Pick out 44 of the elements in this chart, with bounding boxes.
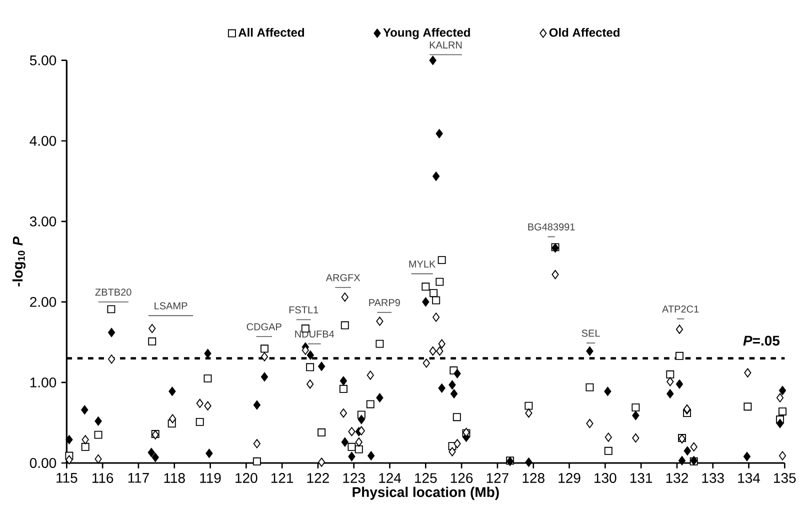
x-tick-label: 120 [236, 473, 258, 483]
x-tick-label: 130 [594, 473, 616, 483]
legend-label: Young Affected [383, 28, 470, 40]
x-axis-title: Physical location (Mb) [352, 486, 499, 500]
x-tick-label: 129 [558, 473, 580, 483]
x-tick-label: 128 [522, 473, 544, 483]
x-tick-label: 135 [774, 473, 796, 483]
annotation: ARGFX [326, 274, 360, 282]
x-tick-label: 119 [200, 473, 221, 483]
x-tick-label: 134 [738, 473, 760, 483]
legend-label: All Affected [238, 28, 304, 37]
y-tick-label: 4.00 [30, 136, 56, 146]
annotation: BG483991 [528, 223, 575, 230]
annotation: SEL [582, 330, 600, 337]
y-tick-label: 2.00 [30, 296, 56, 307]
x-tick-label: 126 [450, 473, 473, 483]
x-tick-label: 118 [164, 473, 185, 483]
x-tick-label: 117 [128, 473, 149, 483]
x-tick-label: 116 [92, 473, 114, 483]
annotation: FSTL1 [289, 306, 318, 314]
y-tick-label: 0.00 [30, 458, 56, 468]
annotation: ATP2C1 [662, 306, 699, 313]
x-tick-label: 123 [343, 473, 365, 483]
annotation: ZBTB20 [95, 288, 132, 296]
y-axis-title: -log$_{10}$ P [12, 236, 26, 286]
y-tick-label: 3.00 [30, 216, 56, 226]
x-tick-label: 127 [486, 473, 508, 483]
ref-line-label: P=.05 [743, 336, 780, 346]
x-tick-label: 124 [379, 473, 402, 483]
annotation: LSAMP [154, 302, 188, 310]
annotation: PARP9 [369, 299, 400, 306]
x-tick-label: 121 [271, 473, 294, 483]
x-tick-label: 132 [666, 473, 688, 483]
y-tick-label: 1.00 [30, 378, 56, 388]
text: KALRN [430, 42, 462, 48]
x-tick-label: 133 [702, 473, 724, 483]
y-tick-label: 5.00 [30, 55, 56, 66]
x-tick-label: 122 [307, 473, 329, 483]
legend-label: Old Affected [549, 28, 620, 37]
annotation: CDGAP [246, 323, 282, 330]
x-tick-label: 115 [56, 473, 78, 483]
x-tick-label: 131 [630, 473, 652, 483]
annotation: MYLK [409, 260, 436, 268]
x-tick-label: 125 [415, 473, 437, 483]
